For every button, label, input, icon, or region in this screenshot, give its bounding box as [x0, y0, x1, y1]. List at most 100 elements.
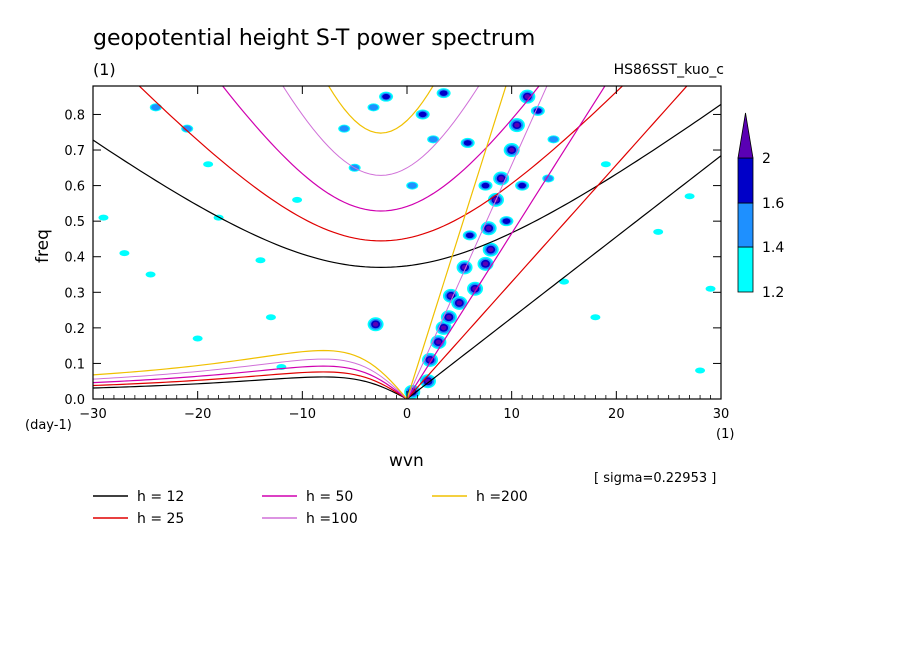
- x-tick-label: −20: [184, 407, 211, 422]
- spectral-blob: [407, 182, 417, 189]
- y-axis: 0.0 0.1 0.2 0.3 0.4 0.5 0.6 0.7 0.8: [64, 108, 721, 408]
- spectral-blob: [482, 261, 489, 267]
- spectral-blob: [705, 285, 716, 292]
- kelvin-curve: [406, 86, 688, 399]
- spectral-blob: [600, 161, 611, 168]
- chart-title: geopotential height S-T power spectrum: [93, 26, 535, 51]
- spectral-blob: [119, 250, 130, 257]
- spectral-blob: [368, 104, 379, 111]
- rossby-curve: [93, 376, 408, 399]
- x-tick-label: 20: [608, 407, 625, 422]
- colorbar-label: 1.2: [762, 285, 784, 301]
- legend: h = 12 h = 25 h = 50 h =100 h =200: [93, 489, 528, 527]
- spectral-blob: [684, 193, 695, 200]
- spectral-blob: [446, 314, 452, 320]
- spectral-blob: [203, 161, 214, 168]
- plot-frame: [92, 85, 722, 400]
- spectral-blob: [653, 228, 664, 235]
- rossby-curve: [93, 371, 408, 399]
- rossby-curve: [93, 365, 408, 399]
- spectral-blob: [382, 93, 390, 100]
- spectral-blob: [559, 278, 569, 285]
- spectral-blob: [463, 140, 472, 146]
- spectral-blob: [502, 218, 511, 224]
- kelvin-curve: [406, 86, 606, 399]
- spectral-blob: [439, 90, 448, 96]
- gravity-curve: [93, 103, 721, 268]
- spectral-blob: [428, 136, 438, 143]
- kelvin-curve: [406, 86, 548, 399]
- spectral-contours: [98, 88, 716, 399]
- spectral-blob: [151, 104, 161, 111]
- gravity-curve: [221, 86, 540, 212]
- rossby-curve: [93, 358, 408, 399]
- kelvin-curve: [406, 86, 507, 399]
- spectral-blob: [339, 125, 349, 132]
- sigma-note: [ sigma=0.22953 ]: [594, 471, 716, 486]
- y-tick-label: 0.2: [64, 322, 85, 337]
- spectral-blob: [465, 232, 474, 239]
- spectral-blob: [488, 247, 494, 252]
- legend-label: h =100: [306, 511, 358, 527]
- legend-label: h = 25: [137, 511, 184, 527]
- y-unit-label: (day-1): [25, 418, 72, 433]
- x-tick-label: −30: [79, 407, 106, 422]
- colorbar-label: 1.4: [762, 240, 784, 256]
- colorbar-label: 2: [762, 151, 771, 167]
- x-tick-label: −10: [289, 407, 316, 422]
- y-tick-label: 0.3: [64, 286, 85, 301]
- colorbar-segment: [737, 157, 754, 204]
- spectral-blob: [372, 321, 379, 327]
- spectral-blob: [192, 335, 203, 342]
- colorbar-segment: [737, 246, 754, 293]
- spectral-blob: [145, 271, 156, 278]
- x-axis: −30 −20 −10 0 10 20 30: [79, 86, 729, 422]
- colorbar: 1.2 1.4 1.6 2: [737, 112, 784, 301]
- y-tick-label: 0.7: [64, 144, 85, 159]
- y-tick-label: 0.5: [64, 215, 85, 230]
- spectral-blob: [292, 196, 303, 203]
- y-tick-label: 0.6: [64, 180, 85, 195]
- x-tick-label: 0: [403, 407, 411, 422]
- y-tick-label: 0.0: [64, 393, 85, 408]
- colorbar-segment: [737, 202, 754, 248]
- gravity-curve: [282, 86, 480, 176]
- spectral-blob: [590, 314, 601, 321]
- spectral-blob: [418, 111, 427, 118]
- chart-subtitle-right: HS86SST_kuo_c: [614, 62, 724, 78]
- colorbar-label: 1.6: [762, 196, 784, 212]
- spectral-blob: [518, 182, 527, 189]
- spectral-blob: [435, 339, 442, 345]
- chart-subtitle-left: (1): [93, 60, 116, 79]
- legend-label: h =200: [476, 489, 528, 505]
- y-axis-title: freq: [33, 229, 53, 263]
- dispersion-curves: [93, 86, 721, 399]
- gravity-curve: [327, 86, 434, 134]
- legend-label: h = 50: [306, 489, 353, 505]
- spectral-blob: [548, 136, 559, 143]
- spectral-blob: [182, 125, 192, 132]
- spectral-blob: [265, 314, 276, 321]
- spectral-blob: [485, 225, 492, 231]
- spectral-blob: [498, 176, 504, 181]
- y-tick-label: 0.1: [64, 357, 85, 372]
- x-axis-title: wvn: [389, 451, 424, 471]
- spectral-blob: [98, 214, 109, 221]
- spectral-blob: [524, 94, 531, 100]
- x-tick-label: 10: [503, 407, 520, 422]
- spectral-blob: [533, 108, 542, 114]
- colorbar-extend: [737, 112, 754, 159]
- spectral-blob: [508, 147, 515, 153]
- kelvin-curve: [406, 155, 721, 399]
- rossby-curve: [93, 349, 408, 399]
- spectral-blob: [695, 367, 706, 374]
- x-unit-label: (1): [716, 427, 734, 442]
- spectral-blob: [456, 300, 463, 306]
- y-tick-label: 0.4: [64, 251, 85, 266]
- spectral-blob: [440, 325, 447, 331]
- legend-label: h = 12: [137, 489, 184, 505]
- x-tick-label: 30: [713, 407, 730, 422]
- spectral-blob: [481, 182, 490, 189]
- spectral-blob: [514, 122, 520, 128]
